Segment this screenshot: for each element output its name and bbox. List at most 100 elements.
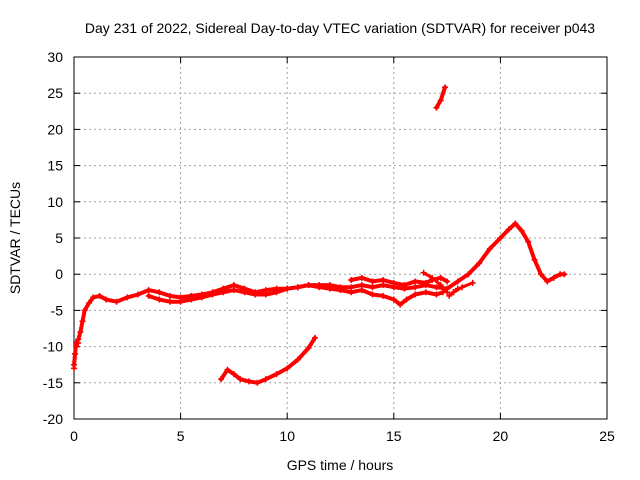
data-point [422, 289, 429, 296]
data-point [476, 260, 483, 267]
data-point [497, 235, 504, 241]
data-point [156, 296, 163, 303]
data-point [311, 334, 318, 341]
data-point [273, 371, 280, 378]
data-point [326, 285, 333, 292]
data-point [403, 296, 410, 303]
y-tick-label: 15 [47, 158, 63, 174]
data-point [145, 287, 152, 294]
data-point [198, 294, 205, 301]
data-point [369, 278, 376, 285]
data-point [397, 301, 404, 308]
data-point [358, 287, 365, 294]
data-point [380, 282, 387, 289]
y-tick-label: 0 [55, 266, 63, 282]
data-point [218, 376, 225, 383]
data-point [156, 289, 163, 296]
x-tick-label: 0 [70, 428, 78, 444]
data-point [90, 294, 97, 301]
series-line [72, 221, 567, 367]
data-point [369, 291, 376, 298]
x-axis-label: GPS time / hours [287, 457, 394, 473]
series-dip-segment [446, 285, 461, 299]
data-point [230, 282, 237, 289]
data-point [550, 274, 557, 281]
series-main-band [71, 220, 568, 368]
data-point [348, 284, 355, 291]
data-point [305, 345, 312, 352]
data-point [465, 271, 472, 278]
data-point [262, 376, 269, 383]
data-point [429, 274, 436, 281]
data-point [305, 282, 312, 289]
data-point [401, 282, 408, 289]
data-point [254, 379, 261, 386]
data-point [316, 284, 323, 291]
data-point [96, 292, 103, 299]
data-point [224, 366, 231, 373]
data-point [237, 376, 244, 383]
data-point [358, 274, 365, 281]
data-point [454, 278, 461, 285]
data-point [245, 378, 252, 385]
grid-layer [74, 57, 607, 419]
data-point [73, 343, 80, 350]
series-high-segment [433, 84, 448, 111]
data-point [77, 329, 84, 336]
data-point [412, 284, 419, 291]
data-point [337, 287, 344, 294]
data-point [437, 97, 444, 104]
data-point [544, 278, 551, 285]
data-point [241, 289, 248, 296]
data-point [444, 278, 451, 285]
data-point [450, 289, 457, 296]
data-point [433, 291, 440, 298]
data-point [348, 289, 355, 296]
data-point [71, 365, 77, 372]
y-tick-label: 25 [47, 85, 63, 101]
data-point [433, 104, 440, 111]
series-line [72, 341, 80, 370]
data-point [369, 284, 376, 291]
data-point [188, 296, 195, 303]
data-point [531, 256, 538, 263]
series-low-arc [218, 334, 318, 386]
data-point [124, 294, 131, 301]
data-point [177, 298, 184, 305]
data-point [294, 356, 301, 363]
y-tick-label: -10 [43, 339, 63, 355]
data-point [230, 371, 237, 378]
data-point [273, 289, 280, 296]
y-tick-label: 10 [47, 194, 63, 210]
data-point [446, 292, 453, 299]
series-lower-band [145, 282, 446, 308]
data-point [380, 276, 387, 283]
x-tick-label: 15 [386, 428, 402, 444]
data-point [390, 296, 397, 303]
data-point [81, 307, 88, 314]
data-point [72, 350, 79, 357]
data-point [518, 227, 525, 234]
series-layer [71, 84, 568, 386]
data-point [437, 282, 444, 289]
data-point [486, 245, 493, 252]
data-point [230, 287, 237, 294]
series-jump-segment [420, 269, 451, 296]
data-point [85, 300, 92, 307]
data-point [561, 271, 568, 278]
data-point [284, 365, 291, 372]
data-point [284, 285, 291, 292]
y-tick-label: -5 [51, 302, 64, 318]
data-point [209, 291, 216, 298]
data-point [262, 291, 269, 298]
data-point [441, 84, 448, 91]
data-point [358, 282, 365, 289]
x-tick-label: 10 [279, 428, 295, 444]
ticks-layer: 0 5 10 15 20 25 -20 -15 -10 -5 0 5 10 15 20 25 30 [43, 49, 615, 444]
data-point [166, 292, 173, 299]
data-point [437, 274, 444, 281]
data-point [512, 220, 519, 227]
data-point [459, 284, 466, 291]
y-tick-label: -15 [43, 375, 63, 391]
